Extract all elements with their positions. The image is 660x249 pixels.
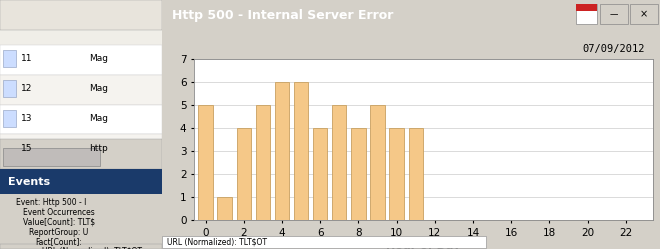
Bar [313, 128, 327, 220]
Bar [255, 106, 270, 220]
Bar [0, 169, 162, 194]
Text: Mag: Mag [89, 114, 108, 123]
Text: Event Occurrences: Event Occurrences [22, 208, 94, 217]
Bar [389, 128, 404, 220]
Bar [294, 82, 308, 220]
Bar [0, 75, 162, 105]
Bar [576, 4, 597, 24]
Text: Mag: Mag [89, 84, 108, 93]
Text: 11: 11 [21, 54, 32, 63]
Bar [162, 236, 486, 248]
Text: URL (Normalized): TLT$OT: URL (Normalized): TLT$OT [167, 237, 267, 246]
Text: 13: 13 [21, 114, 32, 123]
Bar [409, 128, 423, 220]
Text: Events: Events [8, 177, 50, 187]
Text: —: — [610, 10, 618, 19]
Text: http: http [89, 144, 108, 153]
Bar [236, 128, 251, 220]
Bar [275, 82, 289, 220]
Bar [0, 134, 162, 164]
Text: 07/09/2012: 07/09/2012 [583, 44, 645, 54]
Bar [332, 106, 347, 220]
Bar [3, 50, 16, 67]
Bar [0, 0, 162, 120]
Bar [0, 105, 162, 134]
Text: Http 500 - Internal Server Error: Http 500 - Internal Server Error [172, 9, 393, 22]
Text: ×: × [640, 9, 648, 19]
Bar [630, 4, 657, 24]
Bar [0, 0, 162, 30]
Bar [3, 80, 16, 97]
Text: Value[Count]: TLT$: Value[Count]: TLT$ [22, 218, 95, 227]
Text: URL (Normalized): TLT$OT: URL (Normalized): TLT$OT [42, 247, 142, 249]
Text: 12: 12 [21, 84, 32, 93]
Bar [370, 106, 385, 220]
Text: Event: Http 500 - I: Event: Http 500 - I [16, 198, 86, 207]
Bar [0, 244, 162, 249]
Bar [3, 110, 16, 127]
Bar [0, 139, 162, 169]
Bar [218, 197, 232, 220]
Text: ReportGroup: U: ReportGroup: U [29, 228, 88, 237]
Bar [600, 4, 628, 24]
Text: Fact[Count]:: Fact[Count]: [36, 237, 82, 246]
Bar [576, 4, 597, 11]
Bar [0, 45, 162, 75]
Bar [351, 128, 366, 220]
Bar [3, 139, 16, 157]
Bar [3, 148, 100, 166]
X-axis label: Hour of Day: Hour of Day [386, 241, 461, 249]
Text: 15: 15 [21, 144, 32, 153]
Text: Mag: Mag [89, 54, 108, 63]
Bar [199, 106, 213, 220]
